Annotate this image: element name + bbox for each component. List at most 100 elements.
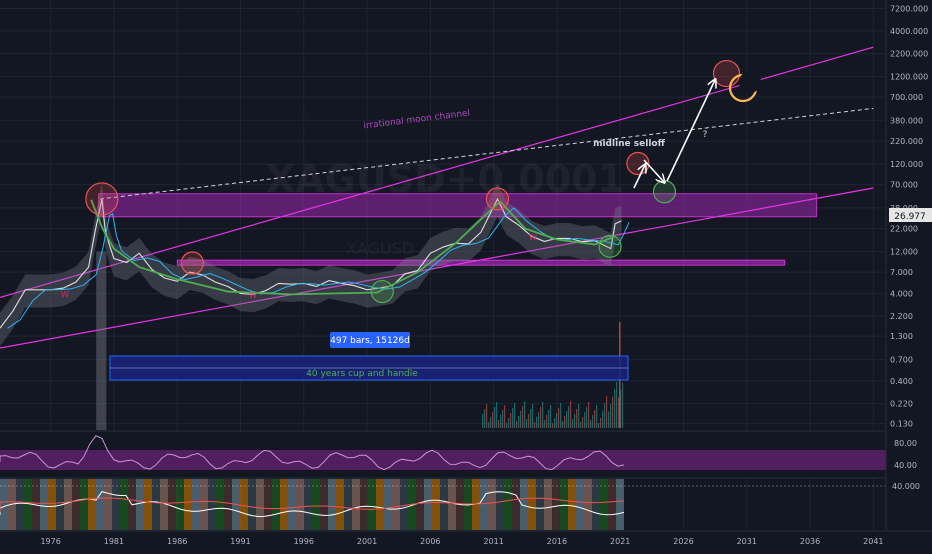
regime-bar	[48, 479, 56, 530]
regime-bar	[424, 479, 432, 530]
time-tick-label: 1986	[167, 537, 187, 546]
regime-bar	[256, 479, 264, 530]
pivot-marker-4	[485, 187, 510, 211]
volume-bar	[602, 410, 604, 428]
regime-bar	[336, 479, 344, 530]
price-tick-label: 70.000	[890, 181, 918, 190]
regime-bar	[160, 479, 168, 530]
volume-bar	[574, 414, 576, 428]
volume-bar	[540, 407, 542, 428]
pivot-marker-3	[370, 279, 394, 304]
volume-bar	[570, 401, 572, 428]
arrow-layer	[633, 80, 715, 189]
marker-layer	[85, 59, 741, 304]
regime-bar	[192, 479, 200, 530]
regime-bar	[472, 479, 480, 530]
volume-bar	[514, 403, 516, 428]
price-tick-label: 0.130	[890, 420, 913, 429]
regime-bar	[288, 479, 296, 530]
regime-bar	[496, 479, 504, 530]
volume-bar	[536, 417, 538, 428]
volume-bar	[542, 402, 544, 428]
regime-bar	[16, 479, 24, 530]
volume-bar	[558, 408, 560, 428]
volume-bar	[516, 421, 518, 428]
volume-bar	[608, 411, 610, 428]
regime-bar	[40, 479, 48, 530]
price-tick-label: 120.000	[890, 160, 923, 169]
regime-bar	[536, 479, 544, 530]
volume-bar	[568, 406, 570, 428]
volume-bar	[518, 416, 520, 428]
channel-midline	[99, 107, 874, 200]
time-tick-label: 2031	[737, 537, 757, 546]
pivot-marker-1	[85, 182, 119, 216]
volume-bar	[614, 389, 616, 428]
w-label-3: W	[529, 233, 537, 242]
volume-bar	[576, 409, 578, 428]
volume-bar	[550, 405, 552, 428]
time-tick-label: 2006	[420, 537, 440, 546]
price-tick-label: 1.300	[890, 332, 913, 341]
time-tick-label: 2001	[357, 537, 377, 546]
bottom-indicator-panel	[0, 477, 932, 530]
regime-bar	[608, 479, 616, 530]
regime-bar	[216, 479, 224, 530]
regime-bar	[208, 479, 216, 530]
time-axis[interactable]: 1976 1981 1986 1991 1996 2001 2006 2011 2016 2021…	[0, 530, 932, 550]
regime-bar	[104, 479, 112, 530]
volume-bar	[620, 390, 622, 428]
rsi-panel	[0, 430, 932, 477]
regime-bar	[112, 479, 120, 530]
regime-bar	[592, 479, 600, 530]
pivot-marker-8	[712, 59, 741, 88]
volume-bar	[606, 395, 608, 428]
volume-bar	[572, 419, 574, 428]
price-layer	[0, 183, 630, 430]
volume-bar	[554, 418, 556, 428]
rsi-tick-label: 40.00	[894, 461, 917, 470]
regime-bar	[184, 479, 192, 530]
volume-bar	[500, 415, 502, 428]
bars-badge-text: 497 bars, 15126d	[330, 336, 410, 346]
price-tick-label: 7.000	[890, 268, 913, 277]
regime-bar	[560, 479, 568, 530]
volume-bar	[510, 413, 512, 428]
volume-bar	[532, 404, 534, 428]
volume-bar	[612, 396, 614, 428]
volume-bar	[594, 410, 596, 428]
regime-bar	[512, 479, 520, 530]
volume-bar	[580, 422, 582, 428]
volume-bar	[494, 407, 496, 428]
price-tick-label: 1200.000	[890, 73, 928, 82]
volume-bar	[506, 423, 508, 428]
current-price-tag-bg	[889, 208, 932, 222]
regime-bar	[136, 479, 144, 530]
time-tick-label: 2016	[547, 537, 567, 546]
regime-bar	[296, 479, 304, 530]
volume-bar	[548, 410, 550, 428]
time-tick-label: 2026	[673, 537, 693, 546]
arrow-down	[643, 159, 664, 182]
time-tick-label: 2041	[863, 537, 883, 546]
regime-bar	[0, 479, 8, 530]
volume-bar	[546, 415, 548, 428]
regime-bar	[272, 479, 280, 530]
regime-bar	[376, 479, 384, 530]
channel-layer	[0, 46, 874, 349]
resistance-zone-2	[176, 259, 786, 266]
price-axis[interactable]: 7200.000 4000.000 2200.000 1200.000 700.000 3…	[885, 0, 932, 550]
question-mark-label: ?	[703, 130, 708, 140]
volume-bar	[538, 412, 540, 428]
volume-bar	[604, 403, 606, 428]
rsi-line	[0, 435, 625, 471]
volume-bar	[616, 381, 618, 428]
arrow-up-1	[633, 165, 645, 189]
regime-bar	[552, 479, 560, 530]
time-tick-label: 2011	[483, 537, 503, 546]
price-tick-label: 380.000	[890, 116, 923, 125]
regime-bar	[248, 479, 256, 530]
volume-bar	[618, 397, 620, 428]
